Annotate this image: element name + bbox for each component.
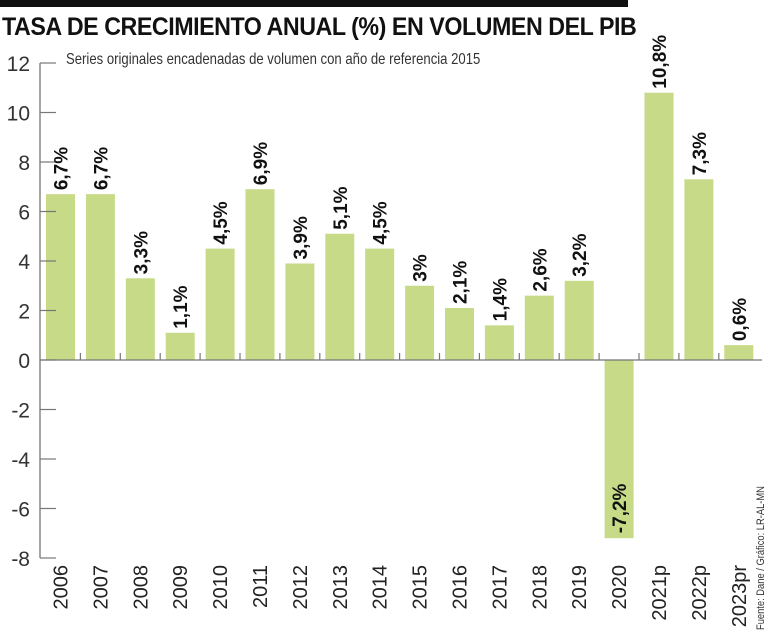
x-tick-label: 2011 bbox=[250, 565, 272, 608]
bar-2022p bbox=[684, 179, 714, 360]
chart-title: TASA DE CRECIMIENTO ANUAL (%) EN VOLUMEN… bbox=[2, 13, 637, 41]
y-tick-label: 12 bbox=[7, 53, 30, 76]
data-label-2008: 3,3% bbox=[131, 231, 152, 274]
y-tick-label: 8 bbox=[18, 152, 30, 175]
data-label-2010: 4,5% bbox=[211, 201, 232, 244]
x-tick-label: 2009 bbox=[170, 565, 192, 610]
bar-2010 bbox=[205, 248, 235, 360]
y-tick-label: -6 bbox=[11, 499, 30, 522]
data-label-2011: 6,9% bbox=[251, 142, 272, 185]
y-tick-label: 2 bbox=[18, 301, 30, 324]
x-tick-label: 2018 bbox=[529, 565, 551, 610]
data-label-2007: 6,7% bbox=[91, 147, 112, 190]
x-tick-label: 2023pr bbox=[729, 565, 751, 628]
data-label-2021p: 10,8% bbox=[650, 35, 671, 89]
y-tick-label: -2 bbox=[11, 400, 30, 423]
top-rule bbox=[0, 0, 628, 7]
y-tick-label: 4 bbox=[18, 251, 30, 274]
bar-2009 bbox=[165, 332, 195, 360]
x-tick-label: 2020 bbox=[609, 565, 631, 610]
x-tick-label: 2021p bbox=[649, 565, 671, 621]
data-label-2015: 3% bbox=[411, 254, 432, 282]
bar-2017 bbox=[484, 325, 514, 360]
bar-2020 bbox=[604, 360, 634, 539]
bar-2014 bbox=[365, 248, 395, 360]
chart-subtitle: Series originales encadenadas de volumen… bbox=[66, 51, 481, 68]
bar-2006 bbox=[46, 194, 75, 360]
data-label-2020: -7,2% bbox=[610, 483, 631, 533]
data-label-2006: 6,7% bbox=[52, 147, 73, 190]
bar-2007 bbox=[85, 194, 115, 360]
source-note: Fuente: Dane / Gráfico: LR-AL-MN bbox=[755, 486, 767, 630]
data-label-2014: 4,5% bbox=[371, 201, 392, 244]
bar-2011 bbox=[245, 189, 275, 360]
bar-2012 bbox=[285, 263, 315, 360]
bar-2023pr bbox=[724, 345, 754, 360]
data-label-2012: 3,9% bbox=[291, 216, 312, 259]
data-label-2018: 2,6% bbox=[530, 248, 551, 291]
data-label-2017: 1,4% bbox=[490, 278, 511, 321]
bar-2013 bbox=[325, 233, 355, 360]
bar-2018 bbox=[524, 295, 554, 360]
data-label-2016: 2,1% bbox=[451, 261, 472, 304]
data-label-2019: 3,2% bbox=[570, 233, 591, 276]
x-tick-label: 2006 bbox=[51, 565, 73, 610]
x-tick-label: 2015 bbox=[410, 565, 432, 610]
bar-2008 bbox=[125, 278, 155, 360]
data-label-2009: 1,1% bbox=[171, 285, 192, 328]
x-tick-label: 2022p bbox=[689, 565, 711, 621]
data-label-2013: 5,1% bbox=[331, 186, 352, 229]
y-tick-label: -8 bbox=[11, 548, 30, 571]
y-tick-label: 6 bbox=[18, 202, 30, 225]
data-label-2023pr: 0,6% bbox=[730, 298, 751, 341]
x-tick-label: 2010 bbox=[210, 565, 232, 610]
data-label-2022p: 7,3% bbox=[690, 132, 711, 175]
x-tick-label: 2017 bbox=[489, 565, 511, 610]
bar-2021p bbox=[644, 92, 674, 360]
y-tick-label: -4 bbox=[11, 449, 30, 472]
x-tick-label: 2012 bbox=[290, 565, 312, 610]
x-tick-label: 2008 bbox=[130, 565, 152, 610]
x-tick-label: 2007 bbox=[90, 565, 112, 610]
x-tick-label: 2014 bbox=[370, 565, 392, 610]
x-tick-label: 2016 bbox=[450, 565, 472, 610]
y-tick-label: 0 bbox=[18, 350, 30, 373]
bar-2019 bbox=[564, 280, 594, 360]
x-tick-label: 2019 bbox=[569, 565, 591, 610]
y-tick-label: 10 bbox=[7, 103, 30, 126]
bar-2016 bbox=[445, 308, 474, 360]
x-tick-label: 2013 bbox=[330, 565, 352, 610]
bar-2015 bbox=[405, 285, 435, 360]
